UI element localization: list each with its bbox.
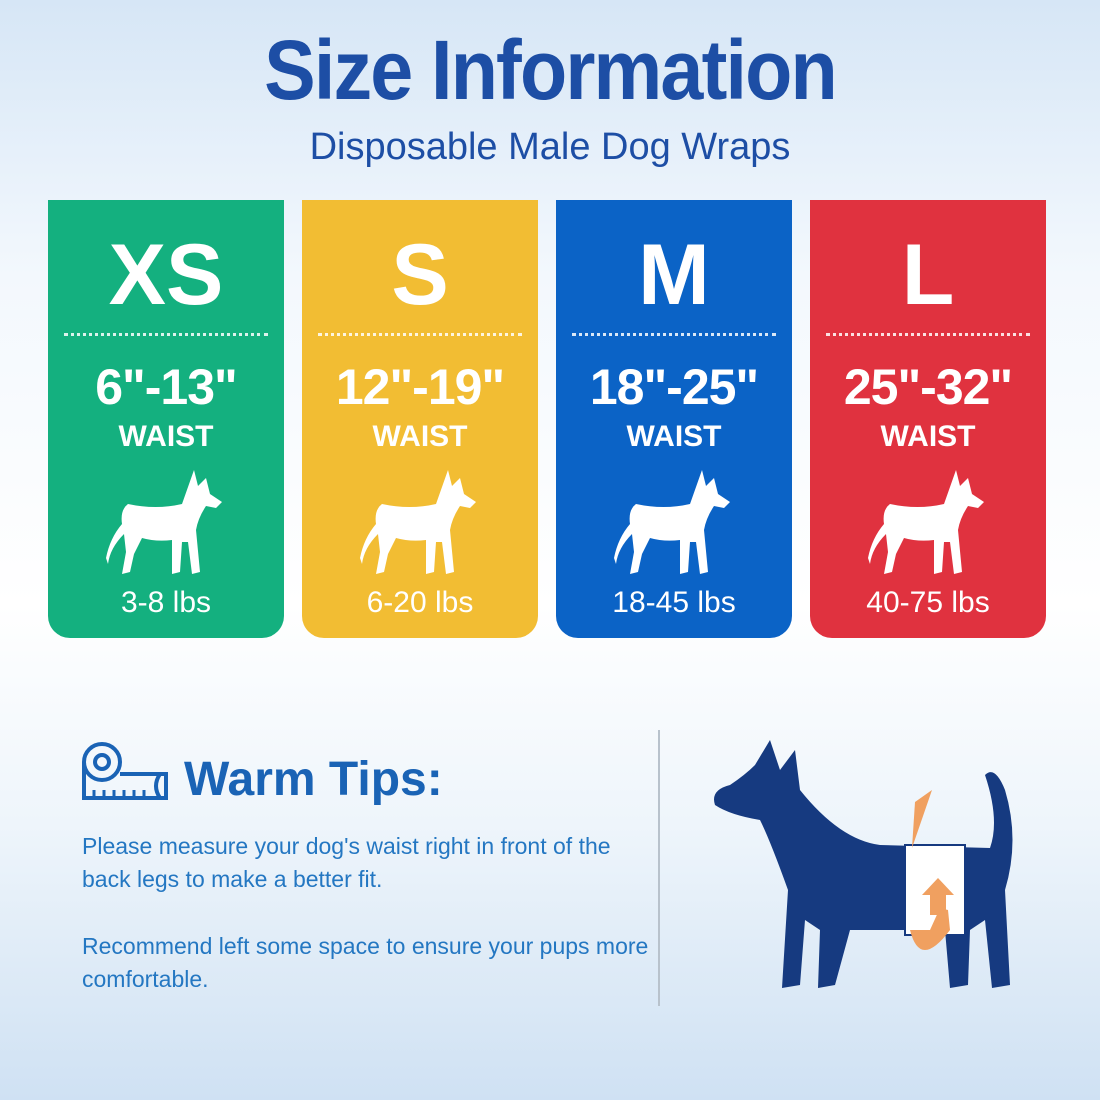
warm-tips-title: Warm Tips:	[184, 753, 443, 806]
waist-range: 12"-19"	[335, 359, 505, 415]
divider	[658, 730, 660, 1006]
page-subtitle: Disposable Male Dog Wraps	[309, 126, 791, 168]
dotted-divider	[318, 333, 522, 336]
dog-wearing-wrap-illustration	[714, 740, 1013, 988]
page-title: Size Information	[264, 23, 838, 117]
dog-icon	[360, 470, 476, 574]
dog-icon	[614, 470, 730, 574]
tip-text: Recommend left some space to ensure your…	[82, 933, 649, 992]
waist-label: WAIST	[118, 420, 214, 453]
waist-label: WAIST	[626, 420, 722, 453]
waist-label: WAIST	[880, 420, 976, 453]
measuring-tape-icon	[82, 742, 168, 800]
weight-range: 3-8 lbs	[120, 586, 212, 619]
waist-range: 25"-32"	[843, 359, 1013, 415]
size-label: XS	[108, 227, 224, 323]
waist-range: 6"-13"	[95, 359, 238, 415]
dog-icon	[868, 470, 984, 574]
weight-range: 40-75 lbs	[866, 586, 990, 619]
size-label: M	[638, 227, 710, 323]
size-card-m: M 18"-25" WAIST 18-45 lbs	[556, 200, 792, 638]
waist-label: WAIST	[372, 420, 468, 453]
size-label: L	[901, 227, 955, 323]
tip-text: Please measure your dog's waist right in…	[82, 833, 611, 892]
dotted-divider	[64, 333, 268, 336]
weight-range: 6-20 lbs	[366, 586, 474, 619]
dog-icon	[106, 470, 222, 574]
weight-range: 18-45 lbs	[612, 586, 736, 619]
size-label: S	[391, 227, 449, 323]
dotted-divider	[572, 333, 776, 336]
size-card-s: S 12"-19" WAIST 6-20 lbs	[302, 200, 538, 638]
dotted-divider	[826, 333, 1030, 336]
size-card-xs: XS 6"-13" WAIST 3-8 lbs	[48, 200, 284, 638]
waist-range: 18"-25"	[589, 359, 759, 415]
size-card-l: L 25"-32" WAIST 40-75 lbs	[810, 200, 1046, 638]
